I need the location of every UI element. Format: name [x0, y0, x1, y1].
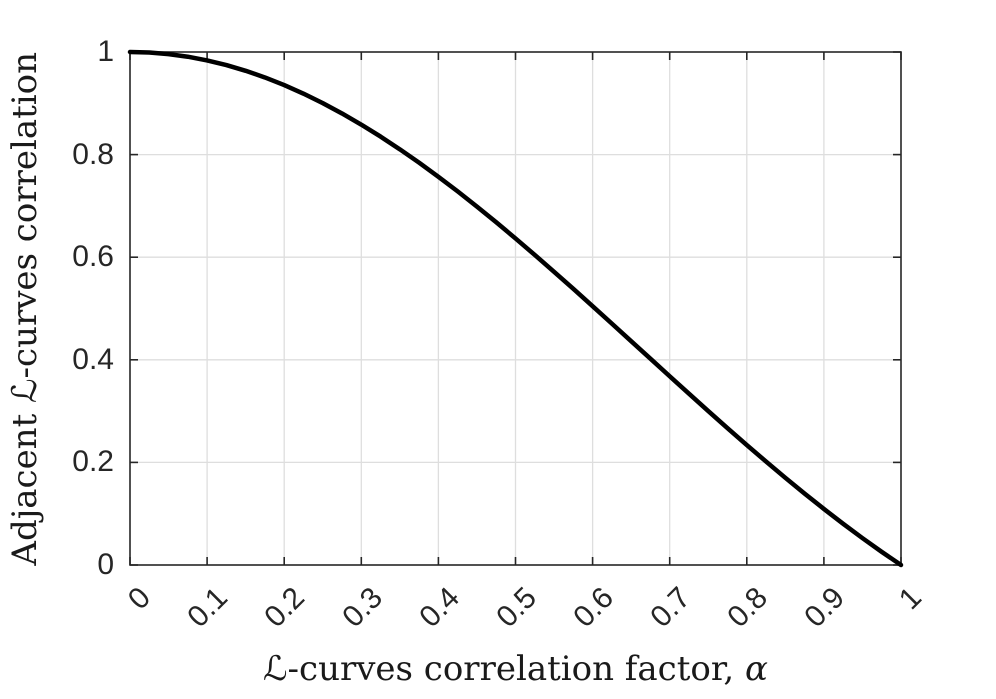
y-axis-label: Adjacent ℒ-curves correlation — [5, 51, 45, 566]
y-tick-label-0.2: 0.2 — [72, 445, 114, 479]
y-tick-label-0.4: 0.4 — [72, 342, 114, 376]
y-tick-label-0: 0 — [97, 548, 114, 581]
y-tick-label-1: 1 — [97, 35, 114, 68]
data-curve-adjacent-L-curves-correlation — [127, 49, 904, 568]
alpha-symbol: α — [744, 649, 768, 689]
x-axis-label-text: ℒ-curves correlation factor, — [263, 649, 745, 689]
x-axis-label: ℒ-curves correlation factor, α — [130, 649, 901, 689]
y-axis-label-container: Adjacent ℒ-curves correlation — [0, 51, 50, 566]
plot-box — [129, 51, 902, 566]
y-tick-label-0.8: 0.8 — [72, 137, 114, 171]
y-tick-label-0.6: 0.6 — [72, 240, 114, 274]
